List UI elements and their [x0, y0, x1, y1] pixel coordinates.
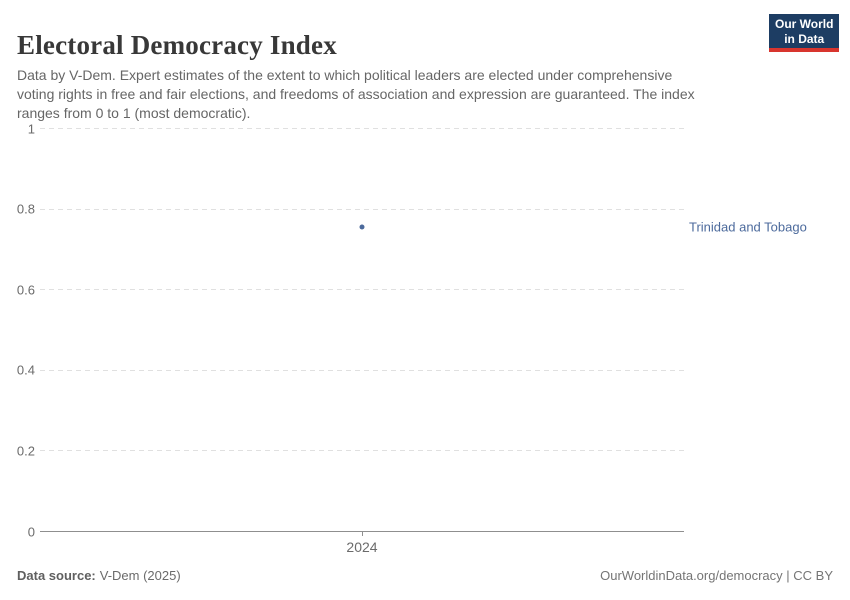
owid-logo[interactable]: Our World in Data [769, 14, 840, 52]
y-axis-tick-label: 0 [27, 524, 35, 539]
gridline [40, 208, 684, 210]
gridline [40, 128, 684, 129]
footer-data-source: Data source: V-Dem (2025) [17, 568, 181, 583]
data-point[interactable] [359, 224, 365, 230]
data-source-value: V-Dem (2025) [99, 568, 181, 583]
footer-credit-link[interactable]: OurWorldinData.org/democracy | CC BY [600, 568, 833, 583]
y-axis-tick-label: 0.8 [16, 201, 35, 217]
y-axis-tick-label: 0.4 [16, 362, 35, 378]
gridline [40, 450, 684, 452]
y-axis-tick-label: 1 [27, 121, 35, 136]
series-label[interactable]: Trinidad and Tobago [689, 219, 807, 235]
x-axis-tick-label: 2024 [346, 539, 378, 555]
x-axis-line [40, 531, 684, 532]
gridline [40, 369, 684, 371]
owid-logo-line2: in Data [784, 31, 825, 46]
gridline [40, 289, 684, 291]
data-source-label: Data source: [17, 568, 96, 583]
chart-subtitle: Data by V-Dem. Expert estimates of the e… [17, 67, 695, 121]
y-axis-tick-label: 0.6 [16, 282, 35, 298]
y-axis-tick-label: 0.2 [16, 443, 35, 459]
chart-title: Electoral Democracy Index [17, 30, 337, 61]
x-axis-tick-mark [362, 532, 363, 536]
owid-logo-line1: Our World [775, 17, 834, 31]
